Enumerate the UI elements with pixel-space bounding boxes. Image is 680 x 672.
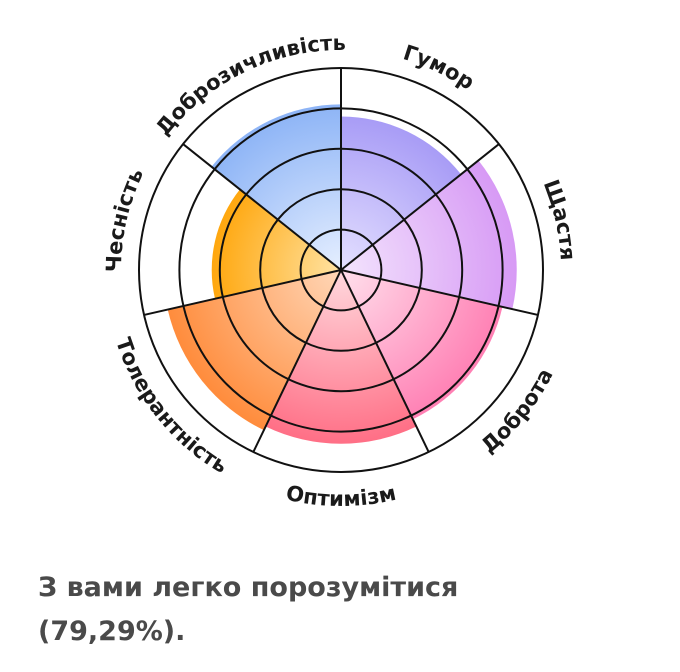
grid-spoke xyxy=(340,269,539,316)
grid-spoke xyxy=(340,143,500,271)
segment-3 xyxy=(341,270,503,420)
wheel-chart: ГуморЩастяДобротаОптимізмТолерантністьЧе… xyxy=(102,31,580,511)
segment-1 xyxy=(341,116,462,270)
grid-spoke xyxy=(182,143,342,271)
grid-spoke xyxy=(340,269,430,453)
segment-7 xyxy=(211,104,341,270)
result-percent: (79,29%). xyxy=(38,616,186,647)
category-label: Гумор xyxy=(401,40,479,94)
result-caption: З вами легко порозумітися (79,29%). xyxy=(38,566,638,654)
grid-spoke xyxy=(143,269,342,316)
grid-spoke xyxy=(252,269,342,453)
segment-6 xyxy=(211,189,341,299)
segment-2 xyxy=(341,160,517,310)
segment-4 xyxy=(265,270,417,444)
segment-5 xyxy=(167,270,341,431)
grid xyxy=(138,67,544,473)
category-label: Доброта xyxy=(477,365,558,458)
category-label: Чесність xyxy=(102,164,148,272)
segments xyxy=(167,104,517,444)
category-label: Щастя xyxy=(539,176,580,261)
result-text: З вами легко порозумітися xyxy=(38,572,459,603)
category-label: Оптимізм xyxy=(284,481,398,511)
